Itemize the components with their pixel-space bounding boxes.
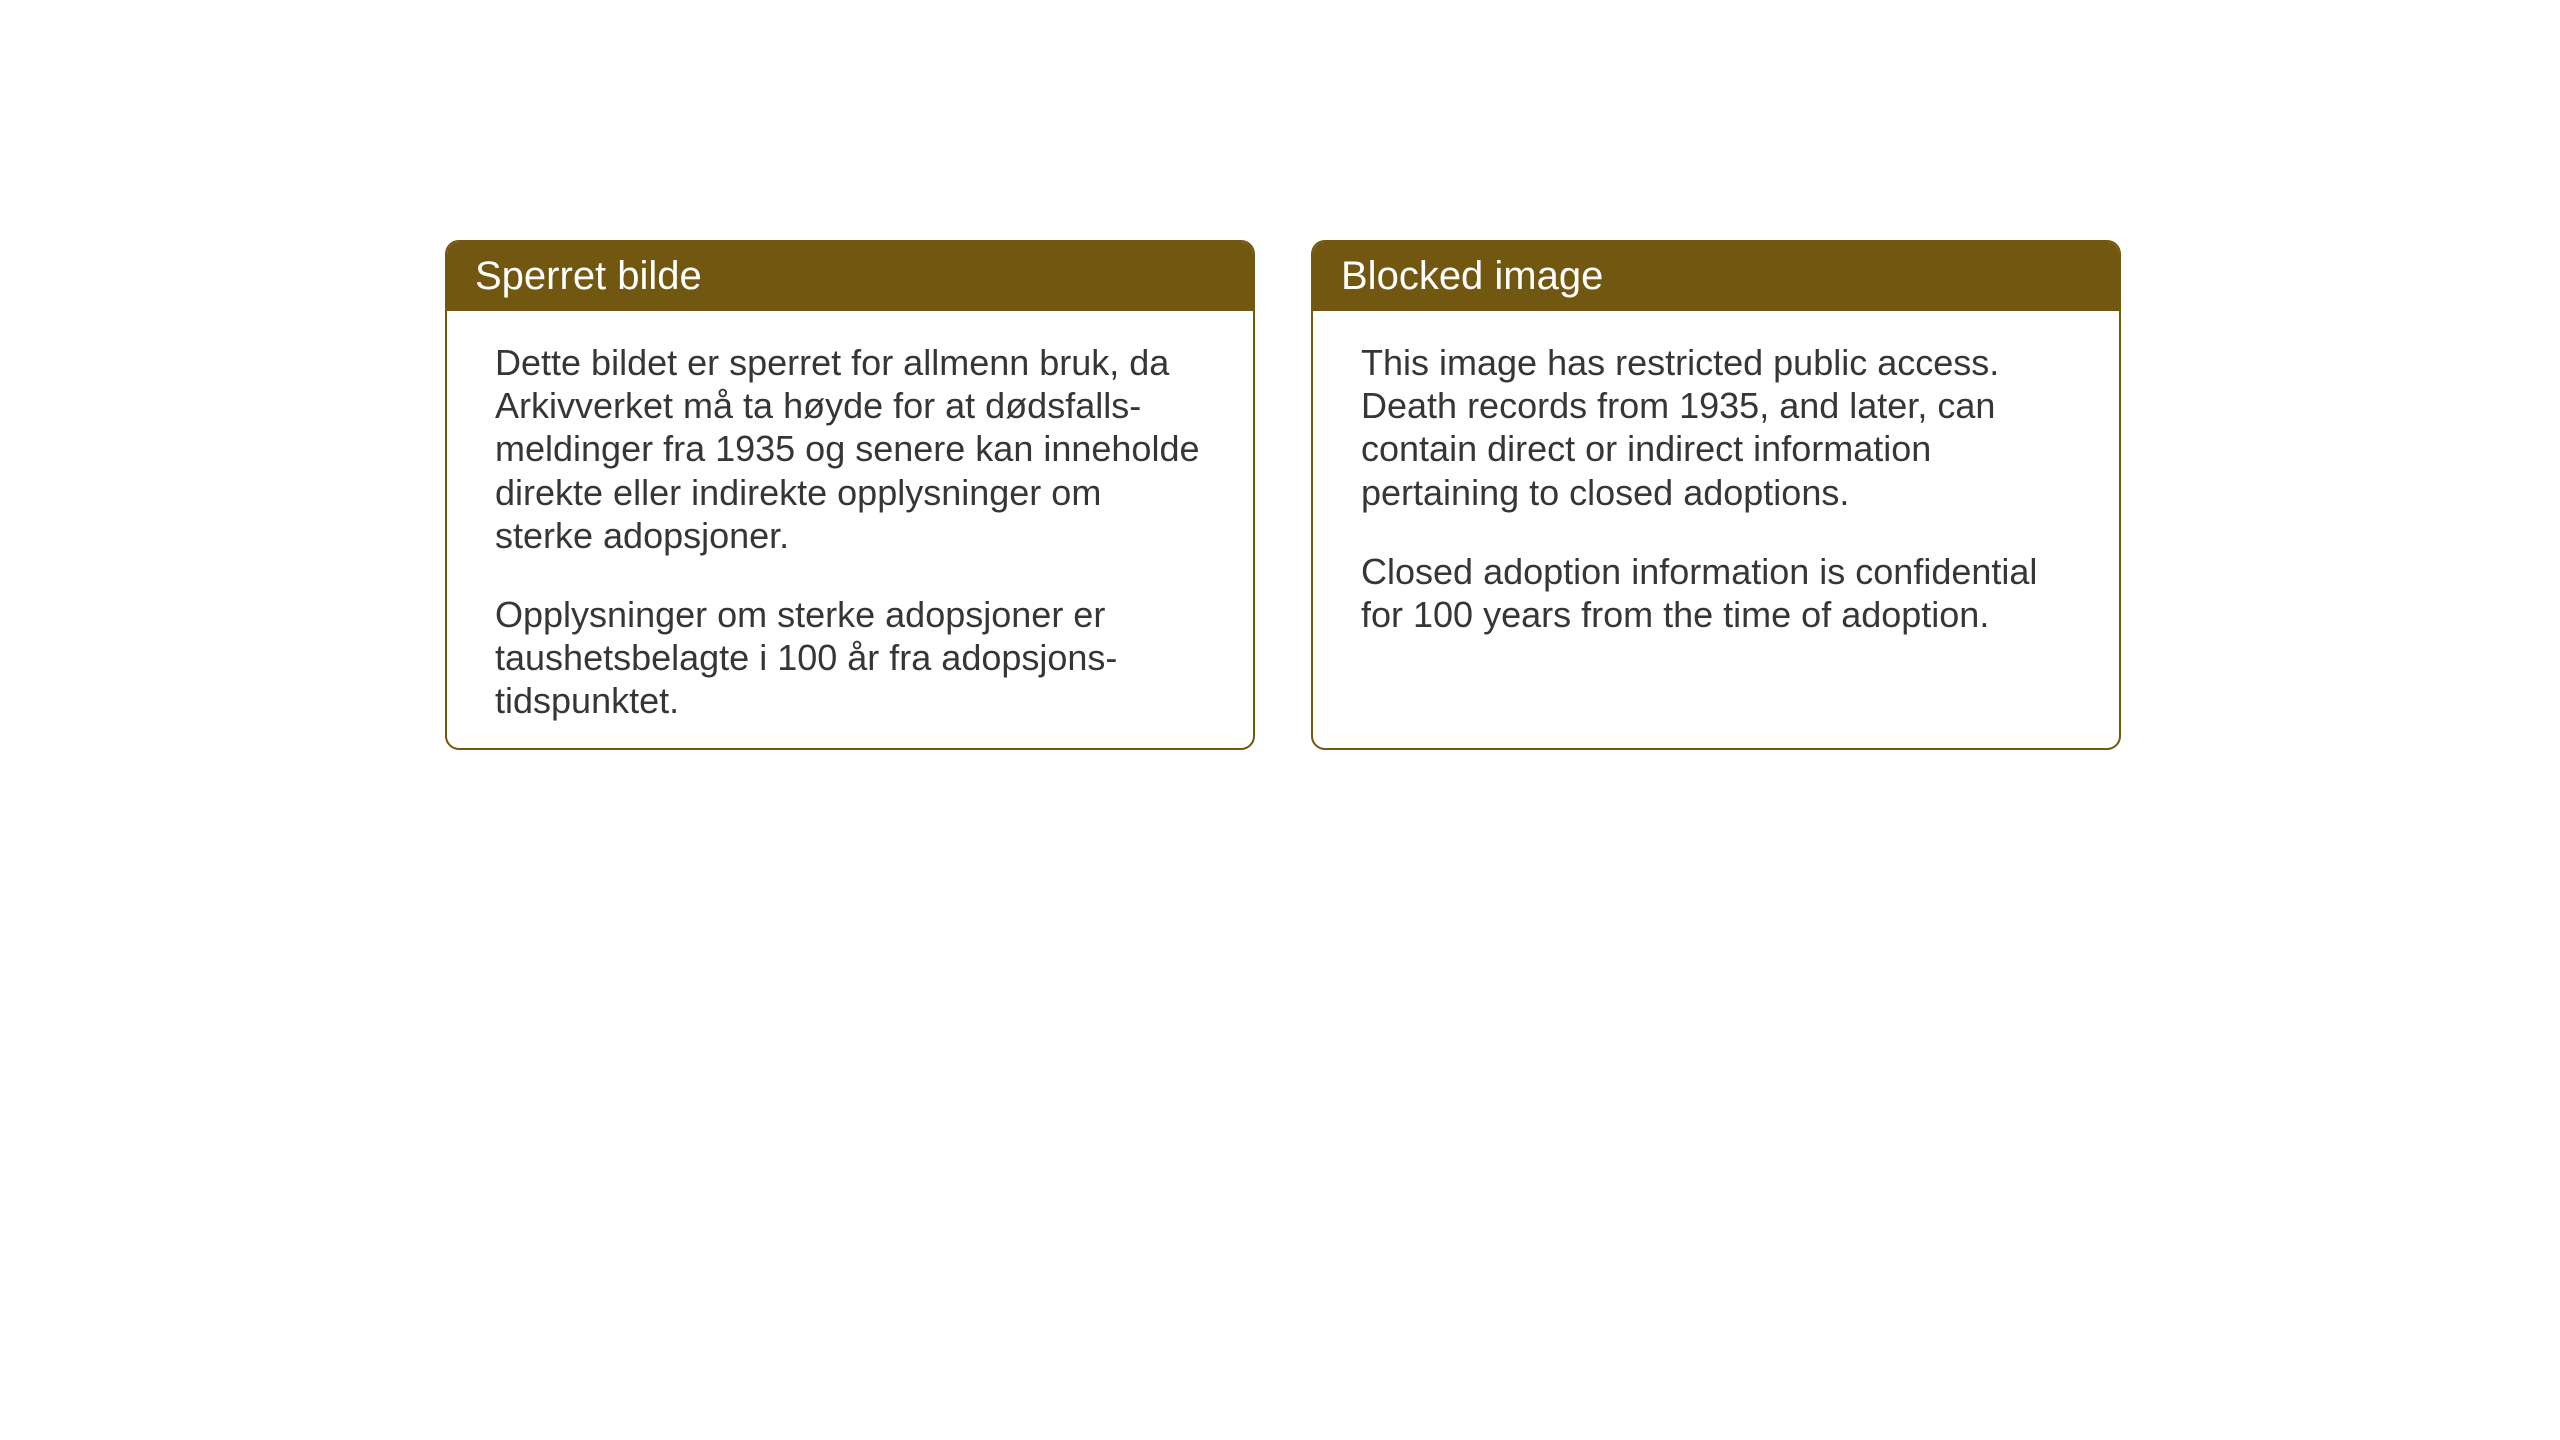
norwegian-card-header: Sperret bilde [447,242,1253,311]
english-paragraph-2: Closed adoption information is confident… [1361,550,2071,636]
english-paragraph-1: This image has restricted public access.… [1361,341,2071,514]
norwegian-card-body: Dette bildet er sperret for allmenn bruk… [447,311,1253,750]
english-card-title: Blocked image [1341,254,1603,298]
english-card-header: Blocked image [1313,242,2119,311]
english-card: Blocked image This image has restricted … [1311,240,2121,750]
norwegian-card-title: Sperret bilde [475,254,702,298]
norwegian-paragraph-1: Dette bildet er sperret for allmenn bruk… [495,341,1205,557]
norwegian-card: Sperret bilde Dette bildet er sperret fo… [445,240,1255,750]
norwegian-paragraph-2: Opplysninger om sterke adopsjoner er tau… [495,593,1205,723]
cards-container: Sperret bilde Dette bildet er sperret fo… [445,240,2121,750]
english-card-body: This image has restricted public access.… [1313,311,2119,666]
